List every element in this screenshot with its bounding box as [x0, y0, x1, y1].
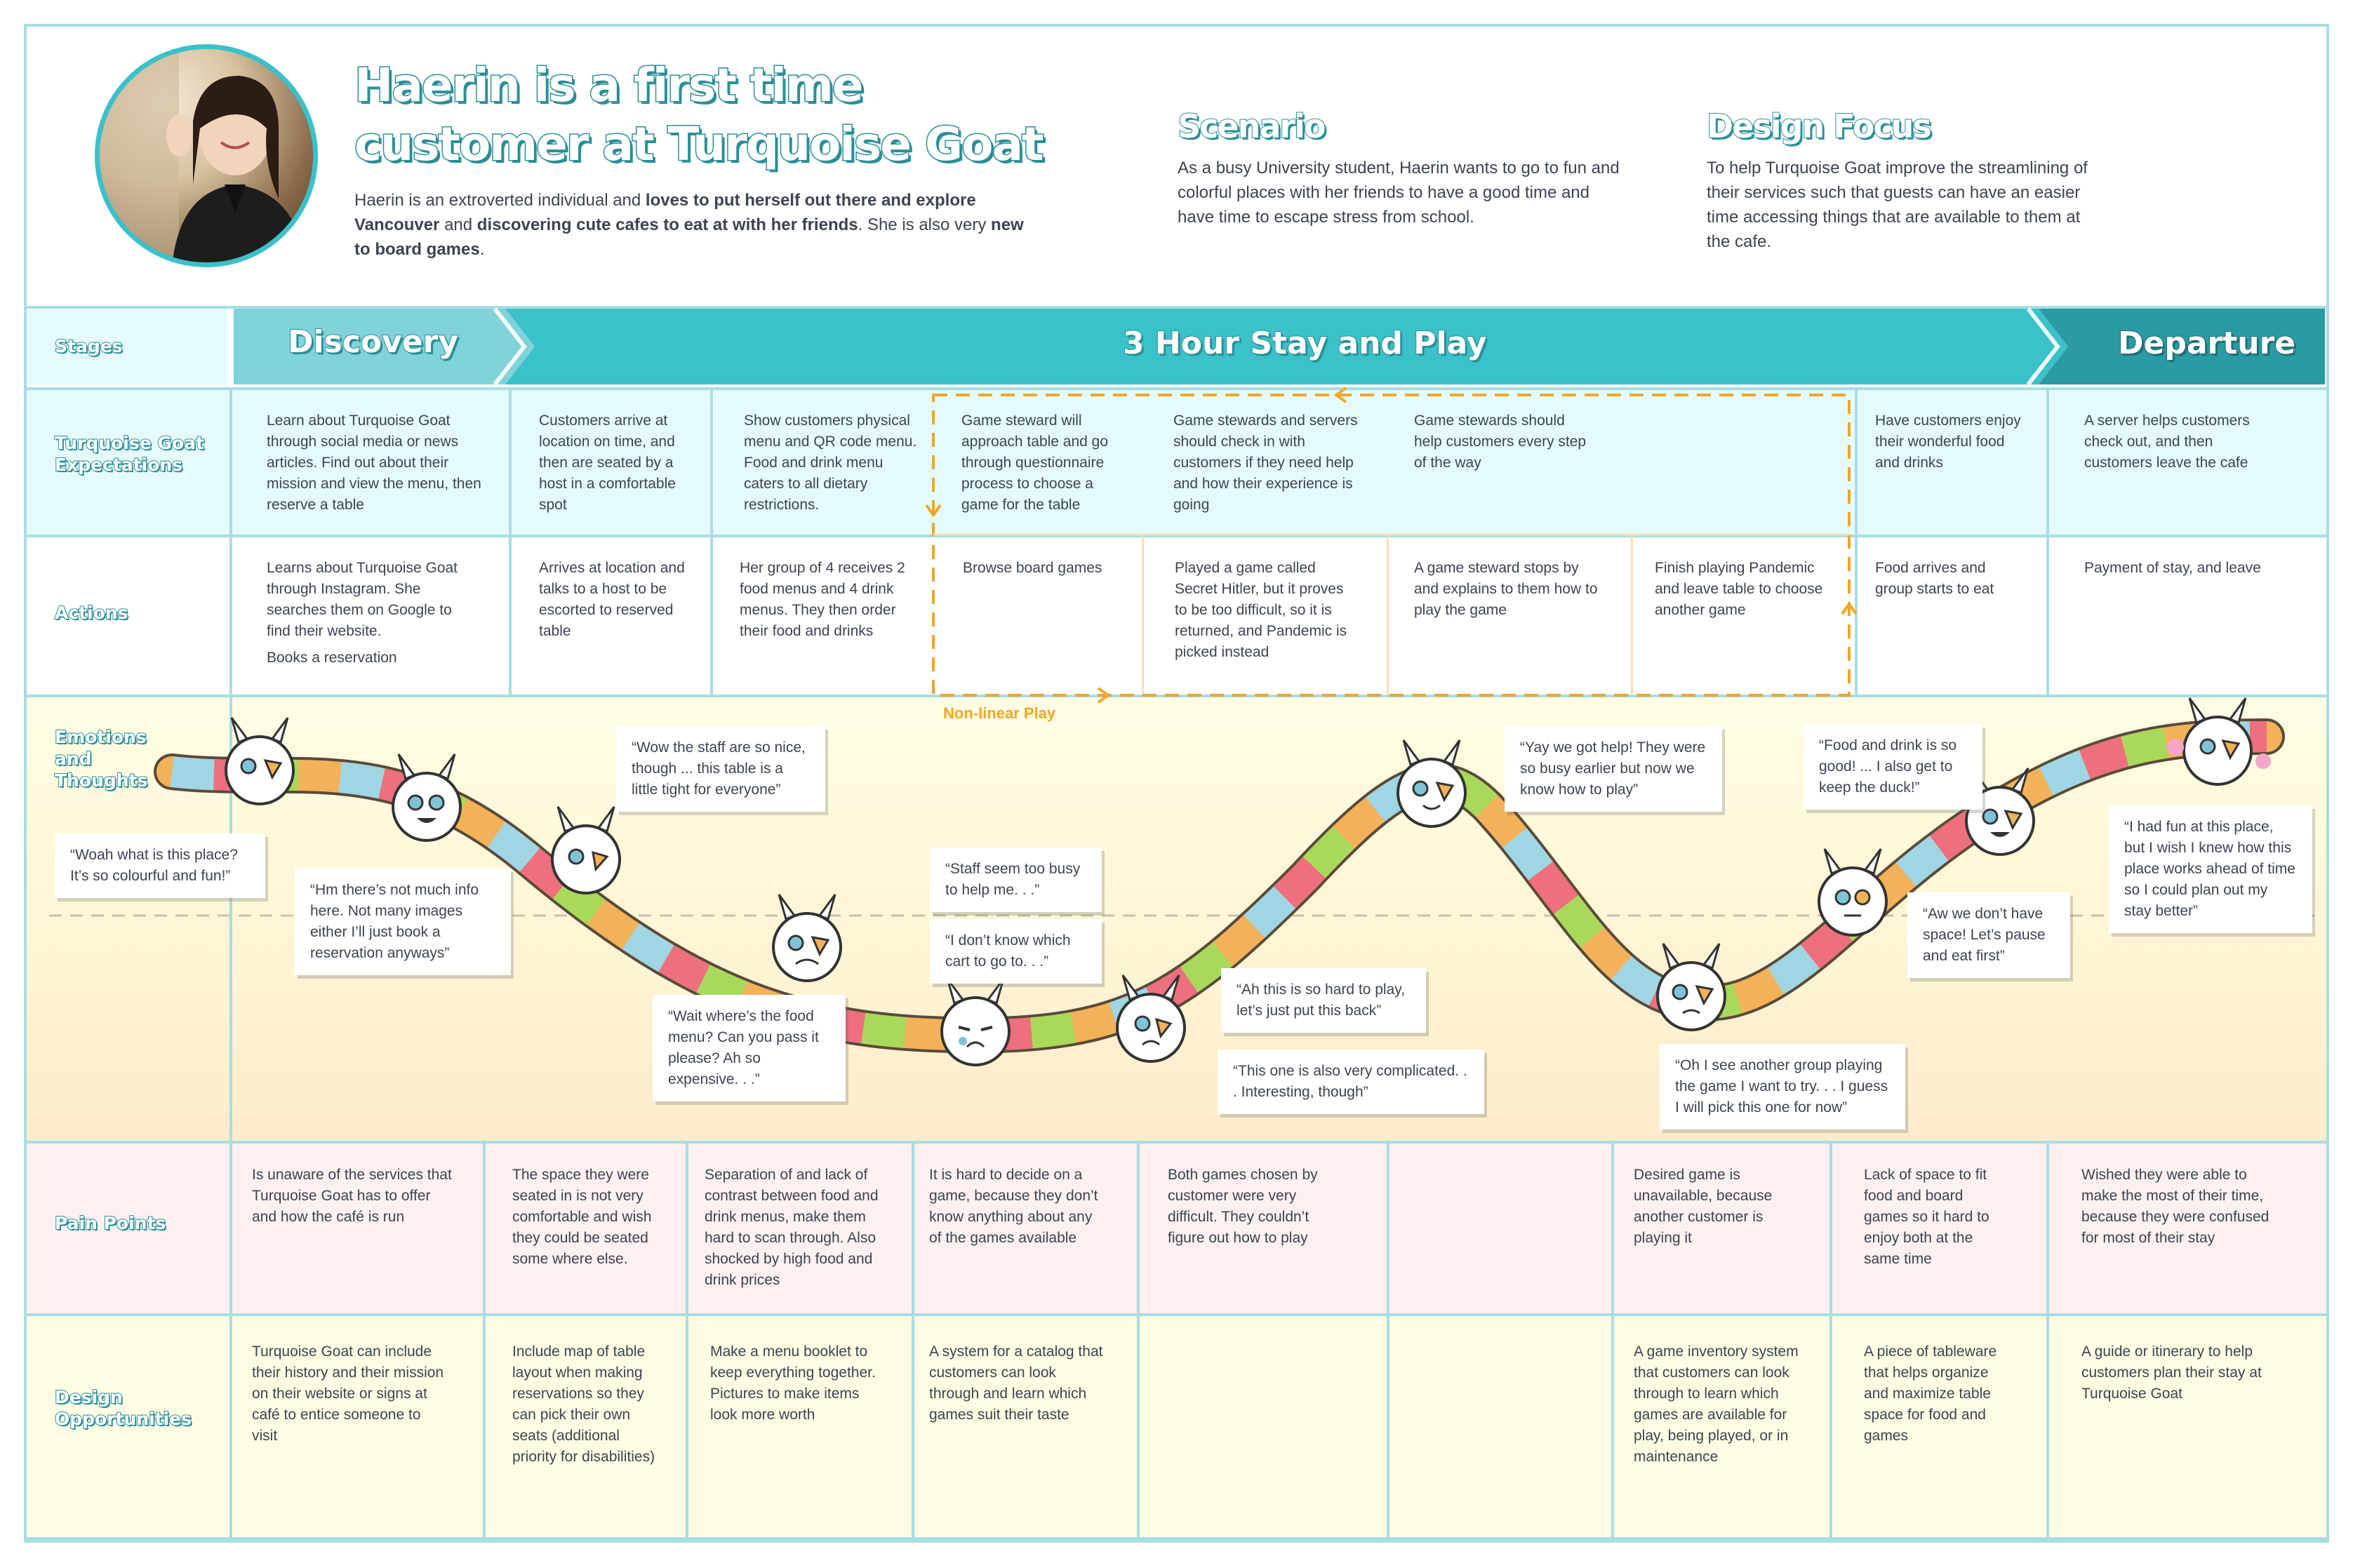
thought-bubble: “Ah this is so hard to play, let’s just … [1221, 968, 1426, 1033]
thought-bubble: “Food and drink is so good! ... I also g… [1804, 724, 1982, 810]
thought-bubble: “Wait where’s the food menu? Can you pas… [653, 995, 846, 1101]
action-cell: Payment of stay, and leave [2084, 560, 2261, 576]
row-label-expectations: Turquoise Goat Expectations [54, 432, 205, 476]
stage-stay-and-play: 3 Hour Stay and Play [1122, 325, 1488, 362]
col-divider [509, 387, 512, 695]
label-column-divider [229, 387, 232, 1540]
stage-discovery: Discovery [287, 323, 459, 361]
pain-point-cell: Is unaware of the services that Turquois… [252, 1167, 452, 1225]
action-cell: Arrives at location and talks to a host … [539, 560, 685, 639]
row-label-actions: Actions [54, 602, 129, 624]
pain-point-cell: The space they were seated in is not ver… [512, 1167, 652, 1267]
col-divider [1387, 1141, 1389, 1540]
opportunity-cell: A system for a catalog that customers ca… [929, 1343, 1103, 1423]
design-focus-title: Design Focus [1706, 107, 1933, 146]
col-divider [2046, 1141, 2049, 1540]
scenario-title: Scenario [1177, 107, 1326, 146]
row-bg-opportunities [27, 1313, 2326, 1540]
opportunity-cell: Turquoise Goat can include their history… [252, 1343, 444, 1444]
col-divider [686, 1141, 688, 1540]
col-divider [2046, 387, 2049, 695]
goat-happy-icon [225, 717, 295, 805]
col-divider [1137, 1141, 1140, 1540]
thought-bubble: “Wow the staff are so nice, though ... t… [616, 726, 825, 812]
row-label-pain: Pain Points [54, 1212, 166, 1234]
thought-bubble: “This one is also very complicated. . . … [1218, 1050, 1484, 1114]
goat-sad-icon [1656, 943, 1726, 1031]
goat-sad-icon [772, 894, 842, 982]
thought-bubble: “Aw we don’t have space! Let’s pause and… [1907, 892, 2070, 978]
persona-bio: Haerin is an extroverted individual and … [354, 188, 1028, 262]
design-focus-text: To help Turquoise Goat improve the strea… [1707, 159, 2088, 251]
opportunity-cell [1149, 1320, 1360, 1362]
thought-bubble: “I had fun at this place, but I wish I k… [2109, 805, 2312, 933]
pain-point-cell: Separation of and lack of contrast betwe… [705, 1167, 879, 1288]
col-divider [912, 1141, 914, 1540]
thought-bubble: “I don’t know which cart to go to. . .” [930, 919, 1102, 984]
row-label-emotions: Emotions and Thoughts [54, 726, 148, 791]
thought-bubble: “Staff seem too busy to help me. . .” [930, 847, 1102, 912]
bio-text: Haerin is an extroverted individual and [354, 191, 646, 210]
nonlinear-label: Non-linear Play [943, 704, 1056, 722]
opportunity-cell: Make a menu booklet to keep everything t… [710, 1343, 876, 1423]
thought-bubble: “Woah what is this place? It’s so colour… [55, 833, 265, 898]
goat-love-icon [2167, 697, 2271, 786]
expectation-cell: Have customers enjoy their wonderful foo… [1875, 413, 2021, 471]
goat-happy-icon [392, 753, 462, 842]
col-divider [1611, 1141, 1614, 1540]
page-title-line2: customer at Turquoise Goat [354, 116, 1046, 173]
action-cell: Books a reservation [267, 650, 397, 666]
opportunity-cell: A game inventory system that customers c… [1634, 1343, 1799, 1465]
bio-text: . She is also very [858, 215, 992, 234]
thought-bubble: “Oh I see another group playing the game… [1660, 1044, 1905, 1130]
bio-text: . [479, 240, 485, 259]
stages-label-bg [27, 309, 227, 384]
goat-neutral-icon [551, 806, 621, 894]
action-cell: Food arrives and group starts to eat [1875, 560, 1994, 597]
pain-point-cell: Desired game is unavailable, because ano… [1634, 1167, 1773, 1246]
page-title: Haerin is a first time customer at Turqu… [354, 56, 1046, 174]
opportunity-cell [1389, 1320, 1600, 1362]
expectation-cell: Learn about Turquoise Goat through socia… [267, 413, 481, 513]
stage-departure: Departure [2117, 325, 2296, 362]
pain-point-cell: Wished they were able to make the most o… [2081, 1167, 2269, 1246]
row-bg-pain [27, 1141, 2326, 1313]
thought-bubble: “Yay we got help! They were so busy earl… [1505, 726, 1722, 812]
goat-frustrated-icon [1116, 974, 1186, 1063]
bio-highlight: loves to put herself out there and explo… [354, 191, 976, 234]
expectation-cell: Customers arrive at location on time, an… [539, 413, 676, 513]
goat-happy-icon [1397, 739, 1467, 828]
bio-highlight: new to board games [354, 215, 1024, 259]
row-label-opportunities: Design Opportunities [54, 1386, 192, 1430]
row-label-stages: Stages [54, 335, 124, 357]
pain-point-cell: Lack of space to fit food and board game… [1864, 1167, 1989, 1267]
col-divider [1855, 387, 1858, 695]
col-divider [483, 1141, 486, 1540]
opportunity-cell: Include map of table layout when making … [512, 1343, 655, 1465]
opportunity-cell: A piece of tableware that helps organize… [1864, 1343, 1997, 1444]
pain-point-cell [1389, 1144, 1600, 1186]
page-title-line1: Haerin is a first time [354, 58, 865, 114]
pain-point-cell: It is hard to decide on a game, because … [929, 1167, 1098, 1246]
thought-bubble: “Hm there’s not much info here. Not many… [295, 869, 511, 975]
persona-photo [95, 44, 318, 267]
col-divider [710, 387, 713, 695]
expectation-cell: A server helps customers check out, and … [2084, 413, 2250, 471]
goat-neutral-icon [1818, 848, 1888, 937]
bio-highlight: discovering cute cafes to eat at with he… [476, 215, 858, 234]
action-cell: Learns about Turquoise Goat through Inst… [267, 560, 458, 639]
bio-text: and [439, 215, 477, 234]
goat-crying-icon [940, 978, 1011, 1066]
expectation-cell: Show customers physical menu and QR code… [744, 413, 917, 513]
scenario-text: As a busy University student, Haerin wan… [1178, 159, 1620, 227]
opportunity-cell: A guide or itinerary to help customers p… [2081, 1343, 2262, 1402]
pain-point-cell: Both games chosen by customer were very … [1168, 1167, 1318, 1246]
col-divider [1829, 1141, 1832, 1540]
action-cell: Her group of 4 receives 2 food menus and… [740, 560, 905, 639]
